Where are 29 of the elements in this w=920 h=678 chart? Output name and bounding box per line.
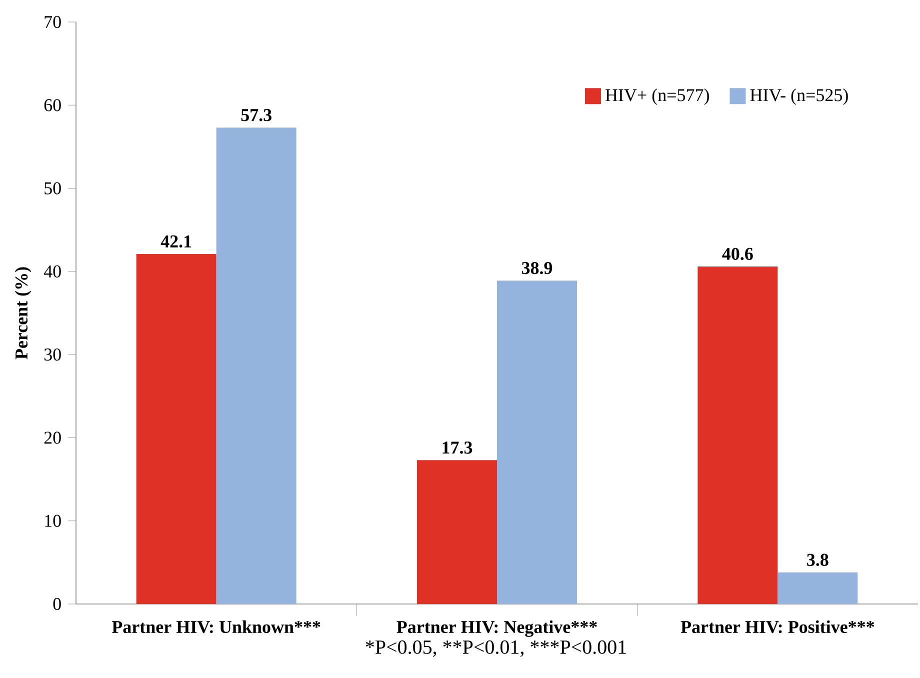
bar bbox=[778, 572, 858, 604]
text: **P<0.01, bbox=[443, 640, 524, 657]
data-label: 57.3 bbox=[241, 109, 272, 122]
legend-label: HIV- (n=525) bbox=[750, 88, 848, 105]
y-tick-label: 60 bbox=[44, 99, 61, 112]
y-tick-label: 30 bbox=[44, 348, 61, 361]
data-label: 42.1 bbox=[160, 235, 192, 248]
x-tick-label: Partner HIV: Positive*** bbox=[680, 620, 874, 634]
data-label: 17.3 bbox=[442, 442, 472, 454]
text: ***P<0.001 bbox=[530, 640, 626, 654]
data-label: 40.6 bbox=[722, 248, 753, 260]
y-tick-label: 0 bbox=[53, 598, 61, 610]
legend-label: HIV+ (n=577) bbox=[605, 88, 709, 105]
data-label: 3.8 bbox=[807, 554, 828, 566]
y-tick-label: 50 bbox=[44, 182, 61, 194]
x-tick-label: Partner HIV: Negative*** bbox=[396, 620, 597, 637]
x-tick-label: Partner HIV: Unknown*** bbox=[112, 620, 320, 634]
bar bbox=[136, 254, 216, 604]
y-tick-label: 20 bbox=[44, 432, 61, 444]
bar bbox=[497, 280, 577, 604]
data-label: 38.9 bbox=[522, 262, 552, 274]
bar bbox=[698, 266, 778, 604]
bar bbox=[216, 128, 296, 604]
y-axis-title: Percent (%) bbox=[14, 267, 32, 360]
text: *P<0.05, bbox=[366, 640, 436, 657]
bar bbox=[417, 460, 497, 604]
y-tick-label: 10 bbox=[45, 514, 61, 527]
y-tick-label: 40 bbox=[44, 265, 61, 278]
y-tick-label: 70 bbox=[44, 16, 61, 28]
